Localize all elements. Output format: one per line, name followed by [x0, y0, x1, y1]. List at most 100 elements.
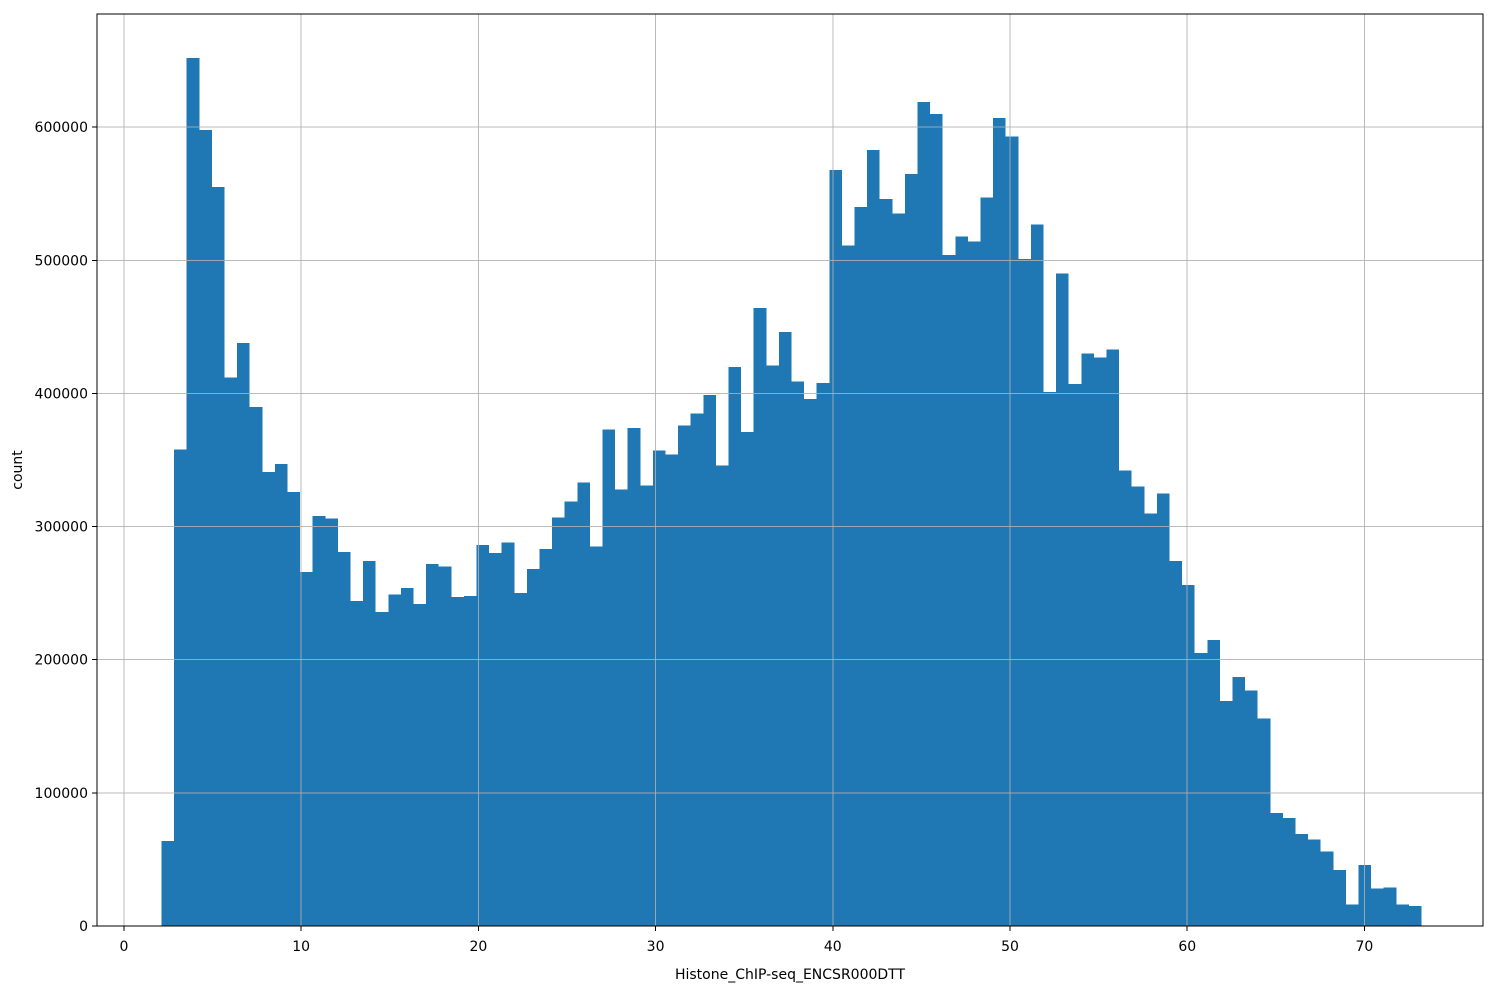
histogram-bar [1005, 136, 1019, 926]
histogram-bar [980, 197, 994, 926]
histogram-bar [325, 518, 338, 926]
histogram-bar [892, 213, 905, 927]
histogram-bar [526, 569, 540, 926]
histogram-bar [1308, 839, 1321, 926]
histogram-bar [602, 429, 616, 926]
histogram-bar [1270, 812, 1283, 926]
histogram-bar [1131, 486, 1145, 926]
x-axis-ticks: 0 10 20 30 40 50 60 70 [119, 926, 1373, 955]
histogram-bar [955, 236, 968, 926]
x-tick-label: 10 [292, 939, 310, 955]
y-axis-ticks: 0 100000 200000 300000 400000 500000 600000 [35, 120, 97, 935]
histogram-bar [237, 342, 250, 927]
histogram-bar [766, 365, 779, 926]
x-tick-label: 20 [469, 939, 487, 955]
histogram-bar [1219, 700, 1233, 926]
histogram-bar [501, 542, 515, 926]
histogram-bar [1194, 653, 1208, 926]
histogram-bar [715, 465, 729, 926]
histogram-bar [577, 482, 590, 926]
histogram-bar [174, 449, 187, 926]
histogram-bar [1119, 470, 1132, 926]
histogram-bar [589, 546, 603, 926]
histogram-bar [854, 207, 868, 927]
histogram-bar [552, 517, 565, 926]
histogram-bar [816, 382, 830, 926]
histogram-bar [930, 113, 943, 927]
histogram-bar [451, 597, 464, 926]
histogram-bar [211, 187, 225, 926]
histogram-bar [1030, 224, 1044, 926]
histogram-bar [741, 432, 754, 926]
histogram-bar [1106, 349, 1120, 926]
histogram-bar [186, 57, 200, 926]
x-axis-label: Histone_ChIP-seq_ENCSR000DTT [675, 967, 906, 983]
histogram-bars [161, 57, 1422, 927]
histogram-bar [1408, 906, 1422, 926]
histogram-bar [690, 413, 704, 927]
x-tick-label: 30 [647, 939, 665, 955]
histogram-bar [1056, 273, 1069, 926]
y-tick-label: 300000 [35, 520, 88, 536]
histogram-bar [678, 425, 691, 926]
histogram-bar [1182, 585, 1195, 926]
y-tick-label: 400000 [35, 386, 88, 402]
histogram-bar [841, 245, 855, 926]
histogram-bar [388, 594, 401, 926]
histogram-bar [1043, 392, 1057, 926]
histogram-bar [627, 428, 641, 926]
histogram-bar [489, 553, 502, 926]
histogram-bar [1320, 851, 1334, 926]
x-tick-label: 70 [1356, 939, 1374, 955]
histogram-bar [829, 169, 842, 926]
histogram-bar [1144, 513, 1157, 926]
histogram-bar [564, 501, 578, 926]
histogram-bar [1371, 888, 1384, 926]
histogram-bar [413, 603, 427, 926]
histogram-bar [1257, 718, 1271, 926]
histogram-bar [804, 398, 817, 926]
x-tick-label: 50 [1001, 939, 1019, 955]
y-tick-label: 200000 [35, 653, 88, 669]
histogram-bar [778, 332, 792, 927]
histogram-bar [476, 545, 490, 926]
histogram-bar [942, 254, 956, 926]
histogram-bar [274, 464, 288, 926]
histogram-bar [1232, 677, 1246, 926]
histogram-bar [400, 587, 414, 926]
histogram-bar [262, 471, 275, 926]
histogram-bar [728, 366, 742, 926]
histogram-bar [1169, 561, 1183, 926]
histogram-bar [514, 593, 527, 926]
histogram-bar [1068, 384, 1082, 926]
histogram-bar [438, 566, 452, 926]
x-tick-label: 0 [119, 939, 128, 955]
histogram-bar [1245, 690, 1258, 926]
histogram-bar [539, 549, 553, 926]
histogram-bar [791, 381, 805, 926]
histogram-bar [1282, 818, 1296, 926]
y-axis-label: count [10, 450, 26, 490]
y-tick-label: 0 [79, 919, 88, 935]
y-tick-label: 500000 [35, 253, 88, 269]
histogram-bar [753, 308, 767, 926]
histogram-bar [879, 199, 893, 927]
histogram-bar [363, 561, 376, 926]
histogram-bar [652, 450, 666, 926]
x-tick-label: 40 [824, 939, 842, 955]
histogram-bar [904, 173, 918, 926]
histogram-bar [867, 149, 880, 926]
histogram-bar [993, 117, 1006, 927]
y-tick-label: 600000 [35, 120, 88, 136]
histogram-bar [1156, 493, 1170, 926]
histogram-bar [1295, 834, 1309, 926]
histogram-bar [287, 491, 301, 926]
histogram-bar [1093, 357, 1107, 926]
histogram-bar [615, 489, 628, 926]
histogram-bar [161, 840, 175, 926]
plot-border [96, 13, 1484, 927]
histogram-bar [199, 129, 212, 926]
histogram-bar [249, 406, 263, 926]
